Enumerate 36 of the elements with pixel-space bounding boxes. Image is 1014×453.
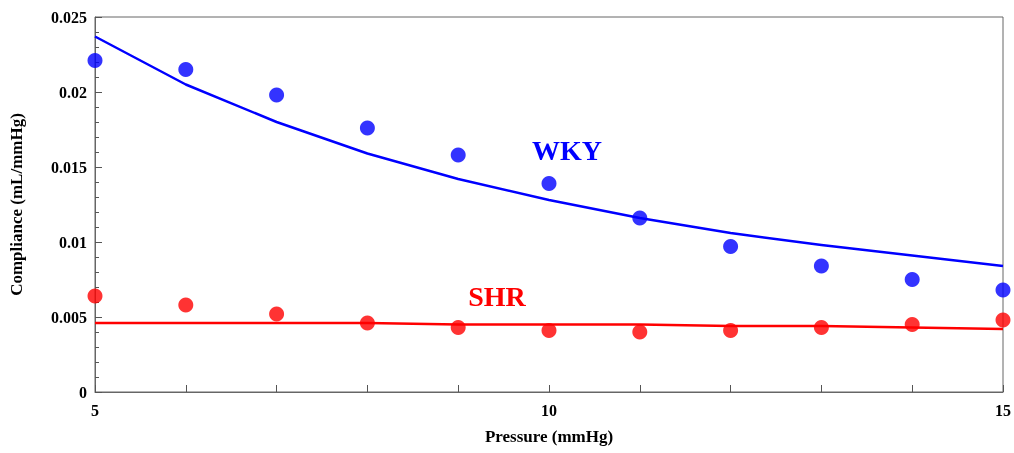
point [541,176,557,191]
y-tick-label: 0.025 [51,8,87,26]
point [904,272,920,287]
point [87,288,103,304]
point [178,62,194,77]
point [723,239,739,254]
y-tick-label: 0.01 [59,233,87,251]
point [359,120,375,136]
point [723,323,739,338]
point [541,323,557,338]
point [269,87,285,103]
point [813,258,829,274]
x-tick-label: 10 [541,401,557,419]
y-tick-label: 0.005 [51,308,87,326]
y-tick-label: 0.015 [51,158,87,176]
point [87,53,103,68]
x-tick-label: 5 [91,401,99,419]
point [995,282,1011,298]
point [813,320,829,335]
point [178,297,194,313]
series-label: WKY [532,134,602,166]
y-tick-label: 0 [79,383,87,401]
point [269,306,285,322]
y-tick-label: 0.02 [59,83,87,101]
x-axis-title: Pressure (mmHg) [484,427,614,446]
point [359,315,375,331]
point [450,147,466,163]
point [632,324,648,340]
x-tick-label: 15 [995,401,1011,419]
point [904,317,920,332]
y-axis-title: Compliance (mL/mmHg) [7,113,26,296]
point [632,210,648,226]
series-label: SHR [468,280,527,312]
point [995,312,1011,328]
point [450,320,466,335]
line-series [93,35,1005,268]
